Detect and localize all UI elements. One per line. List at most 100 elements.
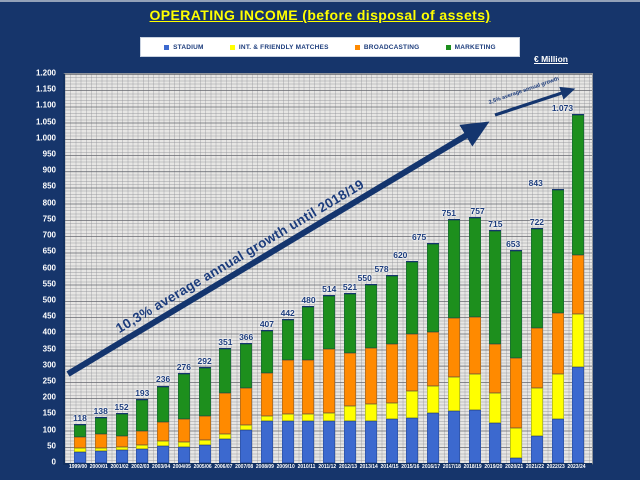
x-tick-label: 2006/07 [214, 464, 233, 470]
bar-segment-int-friendly-matches [427, 386, 440, 413]
y-tick-label: 0 [51, 457, 56, 467]
friendly-matches-swatch-icon [229, 44, 235, 50]
bar-segment-int-friendly-matches [219, 434, 232, 440]
x-tick-label: 2007/08 [235, 464, 254, 470]
bar-segment-marketing [302, 307, 315, 360]
bar-total-label: 118 [73, 412, 87, 423]
bar-total-label: 653 [506, 239, 521, 250]
y-tick-label: 50 [47, 441, 56, 451]
y-tick-label: 1.100 [35, 100, 56, 110]
y-tick-label: 400 [42, 327, 56, 337]
bar-segment-int-friendly-matches [198, 440, 211, 446]
bar-segment-stadium [323, 420, 336, 463]
bar-segment-marketing [572, 115, 585, 256]
bar-segment-stadium [468, 410, 481, 463]
bar-top-cap [468, 216, 481, 218]
x-tick-label: 2021/22 [525, 464, 544, 470]
y-tick-label: 350 [42, 344, 56, 354]
bar-segment-broadcasting [198, 415, 211, 440]
slide-top-edge [0, 0, 640, 2]
bar-segment-broadcasting [510, 357, 523, 428]
bar-segment-marketing [157, 386, 170, 422]
bar-segment-marketing [281, 319, 294, 360]
bar-total-label: 514 [322, 284, 337, 295]
x-tick-label: 2009/10 [276, 464, 295, 470]
bar-segment-marketing [364, 284, 377, 348]
bar-segment-broadcasting [94, 434, 107, 448]
bar-segment-stadium [94, 451, 107, 463]
bar-top-cap [177, 372, 190, 374]
bar-segment-marketing [385, 275, 398, 345]
x-tick-label: 2016/17 [422, 464, 441, 470]
bar-total-label: 276 [176, 361, 191, 372]
bar-segment-int-friendly-matches [468, 374, 481, 411]
bar-segment-stadium [510, 457, 523, 463]
bar-segment-int-friendly-matches [489, 392, 502, 423]
bar-segment-int-friendly-matches [136, 444, 149, 449]
y-tick-label: 1.200 [35, 68, 56, 78]
x-tick-label: 2002/03 [131, 464, 150, 470]
bar-segment-marketing [489, 231, 502, 345]
marketing-swatch-icon [445, 44, 451, 50]
x-tick-label: 2011/12 [318, 464, 337, 470]
y-axis: 0 50 100 150 200 250 300 350 400 450 500 550 600 650 7… [0, 69, 59, 467]
bar-segment-marketing [447, 219, 460, 319]
bar-segment-broadcasting [177, 418, 190, 442]
bar-top-cap [240, 343, 253, 345]
bar-segment-int-friendly-matches [344, 405, 356, 421]
stadium-swatch-icon [164, 44, 170, 50]
bar-segment-stadium [74, 451, 86, 463]
bar-top-cap [198, 367, 211, 369]
bar-total-label: 715 [488, 219, 503, 230]
bar-segment-int-friendly-matches [364, 404, 377, 421]
bar-segment-marketing [260, 331, 273, 373]
bar-segment-stadium [364, 420, 377, 463]
bar-segment-broadcasting [427, 332, 440, 387]
bar-segment-stadium [489, 422, 502, 463]
y-tick-label: 600 [42, 263, 56, 272]
legend-label-broadcasting: BROADCASTING [363, 43, 420, 51]
bar-segment-marketing [219, 349, 232, 393]
y-tick-label: 450 [42, 311, 56, 321]
bar-segment-stadium [385, 419, 398, 463]
bar-total-label: 407 [259, 319, 275, 330]
bar-top-cap [344, 293, 356, 295]
y-tick-label: 250 [42, 376, 56, 386]
bar-segment-marketing [344, 294, 356, 353]
bar-segment-broadcasting [260, 372, 273, 416]
bar-segment-stadium [136, 448, 149, 463]
bar-segment-broadcasting [281, 359, 294, 415]
x-tick-label: 2017/18 [442, 464, 461, 470]
x-tick-label: 2005/06 [193, 464, 212, 470]
x-tick-label: 2020/21 [505, 464, 524, 470]
y-tick-label: 100 [42, 425, 56, 435]
bar-segment-marketing [115, 413, 128, 437]
bar-total-label: 351 [218, 337, 233, 348]
y-tick-label: 850 [42, 181, 56, 191]
bar-segment-broadcasting [385, 344, 398, 403]
bar-total-label: 1.073 [551, 103, 574, 114]
bar-segment-broadcasting [447, 318, 460, 378]
legend-label-stadium: STADIUM [173, 43, 204, 51]
bar-segment-stadium [219, 439, 232, 463]
bar-top-cap [281, 318, 294, 320]
bar-segment-int-friendly-matches [94, 447, 107, 452]
bar-segment-int-friendly-matches [551, 374, 564, 420]
y-tick-label: 150 [42, 408, 56, 418]
y-tick-label: 700 [42, 230, 56, 240]
legend-label-marketing: MARKETING [454, 43, 496, 51]
y-tick-label: 550 [42, 279, 56, 289]
x-tick-label: 1999/00 [68, 464, 88, 470]
recent-growth-annotation: 2,5% average annual growth [488, 76, 560, 106]
legend-label-friendly-matches: INT. & FRIENDLY MATCHES [238, 43, 329, 51]
bar-top-cap [136, 399, 149, 401]
bar-total-label: 751 [441, 207, 456, 218]
x-tick-label: 2015/16 [401, 464, 420, 470]
legend-item-marketing: MARKETING [445, 43, 496, 51]
bar-top-cap [572, 114, 585, 116]
bar-segment-stadium [157, 446, 170, 463]
bar-segment-stadium [344, 420, 356, 463]
bar-top-cap [530, 227, 543, 229]
bar-segment-broadcasting [74, 437, 86, 449]
bar-segment-broadcasting [364, 347, 377, 405]
